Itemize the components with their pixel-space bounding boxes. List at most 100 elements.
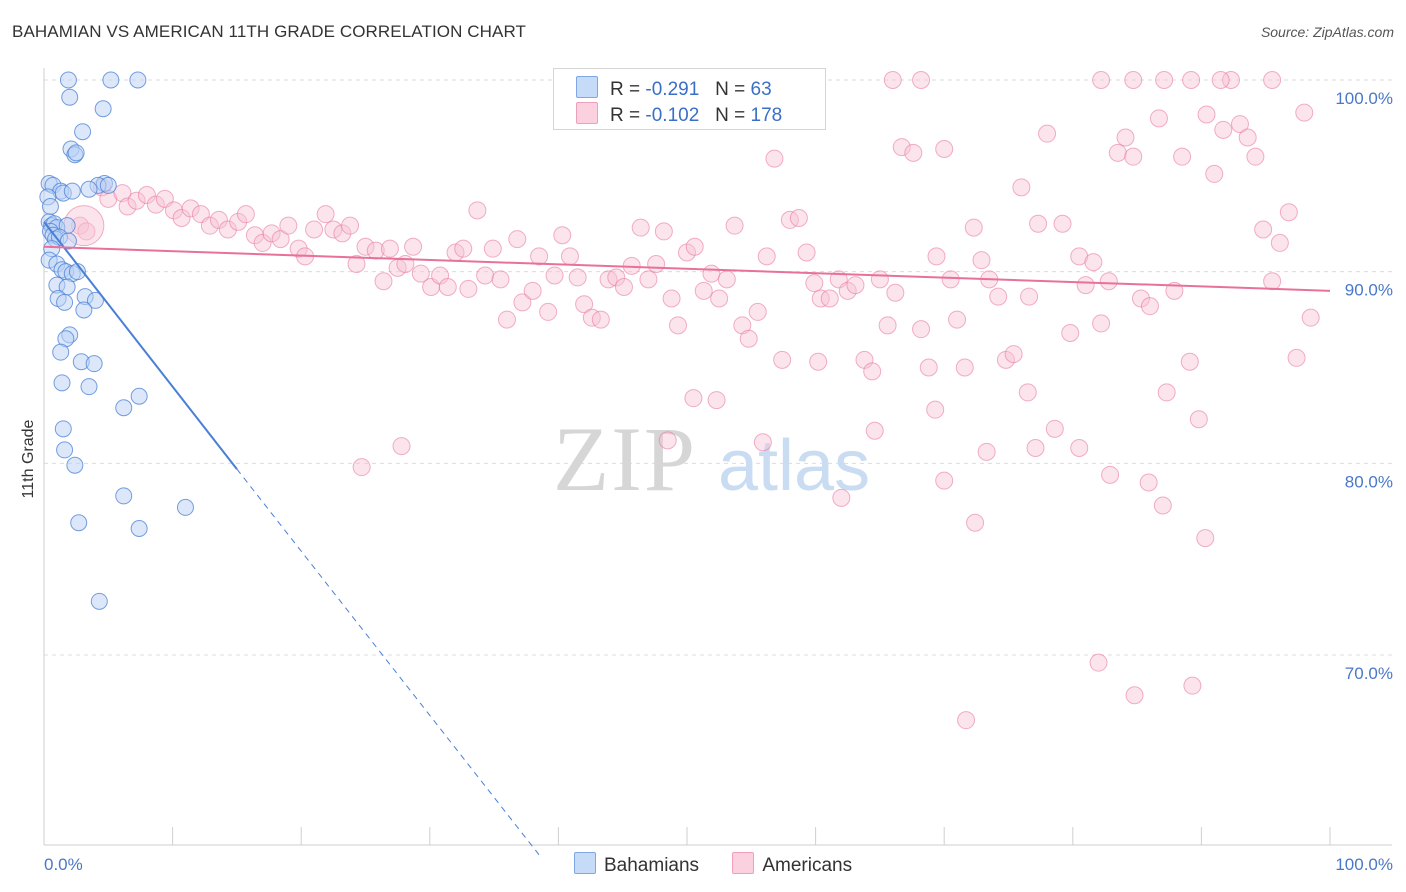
americans-point (1230, 115, 1249, 134)
bahamians-point (176, 498, 194, 516)
bahamians-point (94, 100, 112, 118)
americans-point (568, 268, 587, 287)
americans-point (668, 316, 687, 335)
americans-point (127, 191, 146, 210)
y-tick-label: 70.0% (1345, 664, 1393, 683)
americans-point (1183, 676, 1202, 695)
americans-point (454, 239, 473, 258)
americans-point (1214, 120, 1233, 139)
legend-swatch-blue (574, 852, 596, 874)
americans-point (662, 289, 681, 308)
americans-point (1092, 71, 1111, 89)
americans-point (717, 270, 736, 289)
americans-point (356, 237, 375, 256)
americans-point (883, 71, 902, 89)
americans-point (324, 220, 343, 239)
bahamians-point (130, 387, 148, 405)
americans-point (1125, 686, 1144, 705)
americans-point (1029, 214, 1048, 233)
americans-point (146, 195, 165, 214)
watermark: ZIP atlas (553, 408, 870, 510)
trend-lines (43, 221, 1331, 859)
americans-point (1038, 124, 1057, 143)
watermark-zip: ZIP (553, 408, 697, 510)
americans-point (1018, 383, 1037, 402)
legend-label-americans: Americans (762, 855, 853, 876)
americans-point (599, 270, 618, 289)
bahamians-point (56, 441, 74, 459)
bahamians-point (102, 71, 120, 89)
americans-point (964, 218, 983, 237)
americans-point (560, 247, 579, 266)
americans-point (137, 186, 156, 204)
americans-point (948, 310, 967, 329)
americans-point (200, 216, 219, 235)
americans-point (977, 442, 996, 461)
americans-points (63, 71, 1320, 730)
americans-point (780, 210, 799, 229)
bahamians-trend-line (43, 221, 238, 470)
americans-point (1279, 203, 1298, 222)
bahamians-point (99, 176, 117, 194)
americans-point (1070, 439, 1089, 457)
americans-point (209, 210, 228, 229)
americans-point (639, 270, 658, 289)
americans-point (710, 289, 729, 308)
americans-point (1238, 128, 1257, 147)
americans-point (1089, 653, 1108, 672)
americans-point (483, 239, 502, 258)
americans-point (113, 184, 132, 203)
americans-point (271, 230, 290, 249)
americans-point (684, 389, 703, 408)
americans-point (694, 281, 713, 300)
americans-point (631, 218, 650, 237)
americans-point (1139, 473, 1158, 492)
bahamians-points (39, 71, 194, 610)
americans-point (1084, 253, 1103, 272)
bahamians-point (129, 71, 147, 89)
americans-point (341, 216, 360, 235)
legend-r-value: -0.291 (645, 79, 700, 100)
americans-point (1153, 496, 1172, 515)
y-tick-label: 80.0% (1345, 472, 1393, 491)
bahamians-point (67, 144, 85, 162)
americans-point (172, 209, 191, 227)
americans-point (1155, 71, 1174, 89)
legend-r-label: R = (610, 79, 641, 100)
legend-row-americans: R = -0.102 N = 178 (576, 102, 782, 126)
americans-point (773, 350, 792, 369)
americans-point (181, 199, 200, 218)
americans-point (1012, 178, 1031, 197)
bahamians-point (80, 378, 98, 396)
bahamians-point (56, 293, 74, 311)
americans-point (805, 274, 824, 293)
americans-point (725, 216, 744, 235)
americans-point (118, 197, 137, 216)
legend-label-bahamians: Bahamians (604, 855, 700, 876)
americans-point (935, 140, 954, 158)
americans-trend-line (43, 245, 1331, 292)
americans-point (1295, 103, 1314, 122)
americans-point (404, 237, 423, 256)
legend-n-label: N = (715, 79, 746, 100)
americans-point (647, 255, 666, 273)
legend-swatch-blue (576, 76, 598, 98)
americans-point (591, 310, 610, 329)
americans-point (863, 362, 882, 381)
americans-point (380, 239, 399, 258)
americans-point (530, 247, 549, 266)
bahamians-point (59, 71, 77, 89)
americans-point (658, 431, 677, 450)
americans-point (347, 255, 366, 273)
bahamians-point (54, 420, 72, 438)
americans-point (523, 281, 542, 300)
series-legend: Bahamians Americans (574, 852, 880, 877)
americans-point (1301, 308, 1320, 327)
americans-point (1124, 147, 1143, 166)
americans-point (77, 222, 96, 241)
americans-point (1221, 71, 1240, 89)
americans-point (508, 230, 527, 249)
bahamians-point (52, 343, 70, 361)
americans-point (1189, 410, 1208, 429)
americans-point (229, 212, 248, 231)
